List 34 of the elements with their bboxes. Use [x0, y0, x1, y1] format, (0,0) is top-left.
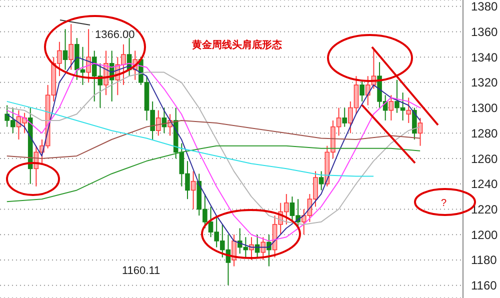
- y-tick-label: 1340: [471, 50, 498, 64]
- line-series: [6, 100, 374, 177]
- text: 黄金周线头肩底形态: [191, 39, 283, 51]
- y-tick-label: 1200: [471, 228, 498, 242]
- candlestick: [260, 236, 266, 260]
- candlestick: [156, 110, 161, 136]
- y-tick-label: 1380: [471, 0, 498, 14]
- candlestick: [412, 107, 417, 140]
- candlestick: [62, 28, 68, 70]
- annotation: 1366.00: [95, 29, 135, 41]
- y-tick-label: 1260: [471, 152, 498, 166]
- candlestick: [342, 107, 348, 128]
- candlestick: [68, 24, 74, 70]
- y-tick-label: 1180: [471, 253, 498, 268]
- candlestick: [406, 97, 412, 124]
- y-tick-label: 1280: [471, 126, 498, 140]
- candlestick: [86, 28, 91, 83]
- line-series: [6, 145, 421, 202]
- y-tick-label: 1320: [471, 76, 498, 90]
- y-tick-label: 1360: [471, 24, 498, 39]
- y-tick-label: 1300: [471, 101, 498, 116]
- candlestick: [190, 170, 196, 210]
- y-tick-label: 1160: [471, 278, 498, 293]
- candlestick: [232, 234, 236, 267]
- candlestick: [418, 117, 423, 146]
- candlestick: [121, 44, 126, 86]
- candlestick: [318, 170, 324, 191]
- annotation: 1160.11: [122, 265, 160, 277]
- y-tick-label: 1240: [471, 177, 498, 192]
- candlestick: [388, 94, 394, 121]
- line-series: [6, 120, 421, 160]
- y-tick-label: 1220: [471, 202, 498, 216]
- text: ?: [441, 198, 447, 209]
- candlestick: [360, 79, 364, 102]
